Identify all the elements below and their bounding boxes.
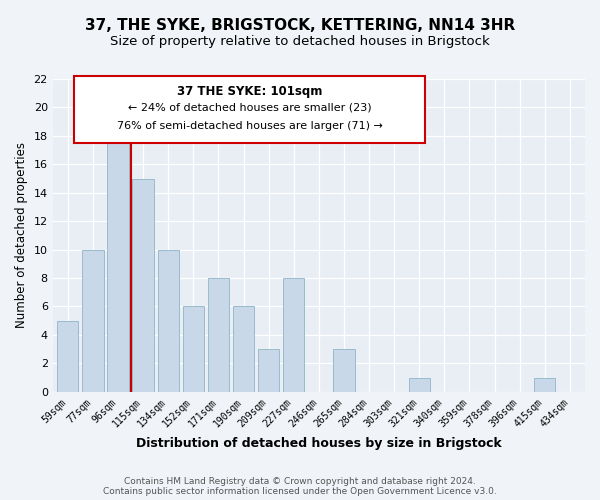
Bar xyxy=(283,278,304,392)
Text: 76% of semi-detached houses are larger (71) →: 76% of semi-detached houses are larger (… xyxy=(116,121,383,131)
Bar xyxy=(534,378,556,392)
Bar xyxy=(258,349,279,392)
Text: ← 24% of detached houses are smaller (23): ← 24% of detached houses are smaller (23… xyxy=(128,102,371,113)
Bar xyxy=(57,320,79,392)
Text: 37 THE SYKE: 101sqm: 37 THE SYKE: 101sqm xyxy=(177,86,322,98)
Bar xyxy=(208,278,229,392)
Bar xyxy=(182,306,204,392)
Text: 37, THE SYKE, BRIGSTOCK, KETTERING, NN14 3HR: 37, THE SYKE, BRIGSTOCK, KETTERING, NN14… xyxy=(85,18,515,32)
Bar xyxy=(409,378,430,392)
Bar xyxy=(133,178,154,392)
Bar xyxy=(107,136,128,392)
Y-axis label: Number of detached properties: Number of detached properties xyxy=(15,142,28,328)
Bar xyxy=(233,306,254,392)
X-axis label: Distribution of detached houses by size in Brigstock: Distribution of detached houses by size … xyxy=(136,437,502,450)
FancyBboxPatch shape xyxy=(74,76,425,143)
Bar xyxy=(333,349,355,392)
Bar xyxy=(82,250,104,392)
Bar xyxy=(158,250,179,392)
Text: Size of property relative to detached houses in Brigstock: Size of property relative to detached ho… xyxy=(110,35,490,48)
Text: Contains HM Land Registry data © Crown copyright and database right 2024.: Contains HM Land Registry data © Crown c… xyxy=(124,476,476,486)
Text: Contains public sector information licensed under the Open Government Licence v3: Contains public sector information licen… xyxy=(103,486,497,496)
